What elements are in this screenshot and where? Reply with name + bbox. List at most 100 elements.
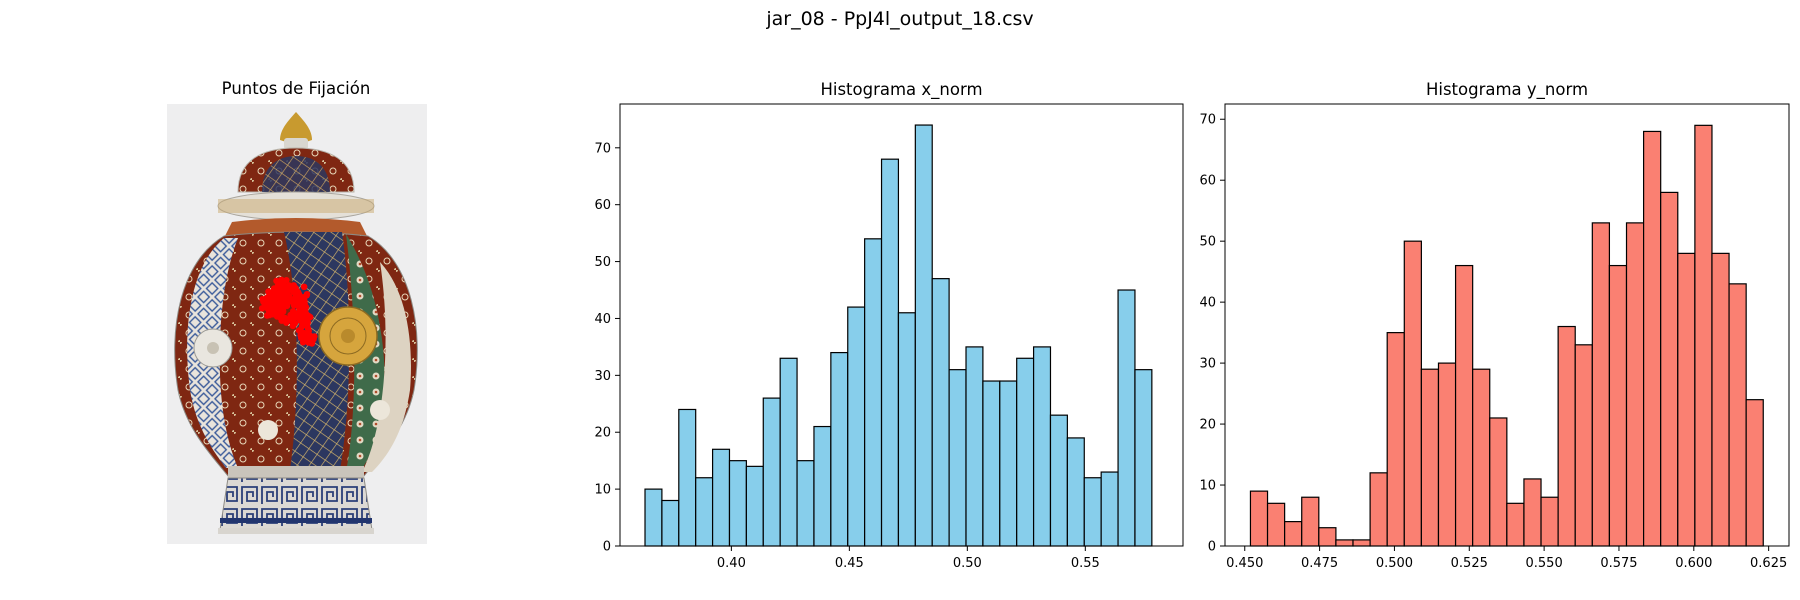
histogram-bar bbox=[1728, 283, 1747, 547]
y-tick-label: 30 bbox=[594, 369, 611, 384]
fixation-point bbox=[287, 315, 294, 322]
histogram-bar bbox=[1591, 222, 1611, 547]
histogram-bar bbox=[644, 488, 663, 547]
histogram-bar bbox=[1523, 478, 1542, 547]
histogram-bar bbox=[1301, 496, 1320, 547]
histogram-bar bbox=[1711, 252, 1730, 547]
x-tick-label: 0.600 bbox=[1675, 556, 1712, 571]
histogram-bar bbox=[1506, 502, 1525, 547]
histogram-bar bbox=[897, 312, 916, 547]
x-tick-label: 0.45 bbox=[835, 556, 864, 571]
histogram-bar bbox=[1540, 496, 1559, 547]
histogram-bar bbox=[880, 158, 900, 547]
fixation-point bbox=[282, 314, 289, 322]
histogram-bar bbox=[1066, 437, 1085, 547]
histogram-bar bbox=[830, 351, 849, 547]
fixation-point bbox=[264, 304, 271, 311]
fixation-point bbox=[288, 296, 296, 303]
histogram-bar bbox=[1134, 369, 1153, 547]
fixation-point bbox=[285, 282, 292, 289]
histogram-bar bbox=[1266, 502, 1286, 547]
y-tick-label: 50 bbox=[1199, 235, 1216, 250]
histogram-bar bbox=[1489, 417, 1508, 547]
histogram-bar bbox=[1660, 191, 1679, 547]
histogram-bar bbox=[1117, 289, 1136, 547]
fixation-point bbox=[289, 322, 296, 330]
x-tick-label: 0.500 bbox=[1376, 556, 1413, 571]
histogram-bar bbox=[914, 124, 933, 547]
fixation-point bbox=[304, 325, 312, 333]
histogram-bar bbox=[999, 380, 1018, 547]
histogram-bar bbox=[779, 357, 798, 547]
histogram-bar bbox=[1642, 130, 1662, 547]
histogram-bar bbox=[1608, 264, 1628, 547]
fixation-point bbox=[272, 311, 279, 318]
histogram-bar bbox=[1574, 344, 1593, 547]
y-tick-label: 60 bbox=[1199, 174, 1216, 189]
y-tick-label: 60 bbox=[594, 198, 611, 213]
fixation-point bbox=[302, 334, 309, 342]
y-tick-label: 50 bbox=[594, 255, 611, 270]
histogram-bar bbox=[1369, 472, 1388, 547]
fixation-point bbox=[283, 277, 290, 284]
image-panel-title: Puntos de Fijación bbox=[222, 79, 371, 98]
histogram-bar bbox=[1352, 539, 1371, 547]
histogram-bar bbox=[1472, 368, 1491, 547]
histogram-bar bbox=[1403, 240, 1422, 547]
histogram-bar bbox=[1557, 325, 1576, 547]
histogram-bar bbox=[813, 425, 832, 547]
y-tick-label: 10 bbox=[594, 483, 611, 498]
y-tick-label: 10 bbox=[1199, 479, 1216, 494]
y-tick-label: 0 bbox=[1208, 540, 1216, 555]
fixation-point bbox=[293, 290, 300, 297]
x-tick-label: 0.450 bbox=[1226, 556, 1263, 571]
plot-frame bbox=[619, 103, 1184, 547]
histogram-x-norm: Histograma x_norm 0.40 0.45 0.50 0.55 0 10 20 30… bbox=[594, 80, 1184, 571]
histogram-bar bbox=[1032, 346, 1052, 547]
histogram-bar bbox=[678, 408, 697, 547]
histogram-bar bbox=[1083, 477, 1102, 547]
histogram-bar bbox=[695, 477, 714, 547]
y-tick-label: 40 bbox=[1199, 296, 1216, 311]
histogram-bar bbox=[1454, 264, 1474, 547]
fixation-point bbox=[278, 276, 285, 283]
histogram-bar bbox=[745, 465, 764, 547]
histogram-title: Histograma x_norm bbox=[820, 80, 982, 100]
histogram-bar bbox=[948, 369, 967, 547]
histogram-bar bbox=[982, 380, 1001, 547]
fixation-point bbox=[278, 286, 285, 293]
x-tick-label: 0.525 bbox=[1451, 556, 1488, 571]
histogram-bar bbox=[796, 460, 815, 547]
x-tick-label: 0.475 bbox=[1301, 556, 1338, 571]
fixation-point bbox=[307, 313, 314, 321]
x-tick-label: 0.40 bbox=[717, 556, 746, 571]
histogram-bar bbox=[1745, 399, 1764, 547]
histogram-bar bbox=[847, 306, 866, 547]
histogram-bar bbox=[1335, 539, 1354, 547]
fixation-point bbox=[290, 282, 297, 289]
figure-title: jar_08 - PpJ4l_output_18.csv bbox=[766, 8, 1034, 30]
histogram-bar bbox=[1100, 471, 1119, 547]
histogram-bar bbox=[661, 499, 680, 547]
fixation-point bbox=[301, 283, 308, 290]
histogram-bar bbox=[1437, 362, 1457, 547]
plot-frame bbox=[1224, 103, 1790, 547]
histogram-bar bbox=[1049, 414, 1068, 547]
histogram-bar bbox=[965, 346, 984, 547]
fixation-point bbox=[295, 297, 302, 305]
y-tick-label: 40 bbox=[594, 312, 611, 327]
y-tick-label: 70 bbox=[1199, 113, 1216, 128]
histogram-bar bbox=[1694, 124, 1713, 547]
fixation-point bbox=[308, 340, 316, 347]
histogram-bar bbox=[864, 238, 883, 547]
histogram-y-norm: Histograma y_norm 0.450 0.475 0.500 0.525 0.5… bbox=[1199, 80, 1790, 571]
histogram-title: Histograma y_norm bbox=[1426, 80, 1588, 100]
histogram-bar bbox=[728, 460, 747, 547]
y-tick-label: 20 bbox=[594, 426, 611, 441]
x-tick-label: 0.55 bbox=[1071, 556, 1100, 571]
histogram-bar bbox=[1318, 527, 1337, 547]
fixation-point bbox=[279, 307, 287, 314]
fixation-point bbox=[297, 304, 305, 311]
x-tick-label: 0.625 bbox=[1750, 556, 1787, 571]
